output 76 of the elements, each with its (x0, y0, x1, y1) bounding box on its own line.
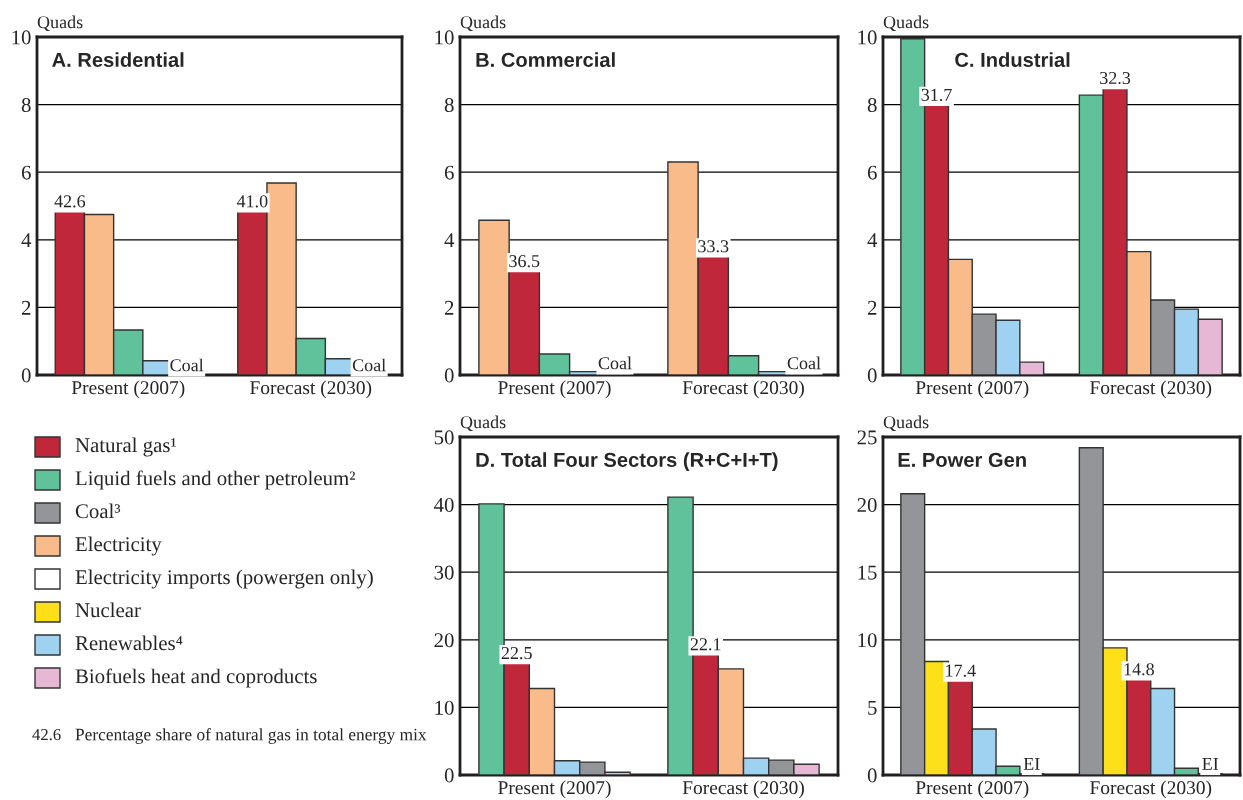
y-tick-label: 6 (867, 165, 877, 180)
y-axis-title: Quads (460, 15, 506, 32)
y-tick-label: 25 (857, 430, 877, 445)
annotation: 31.7 (921, 88, 952, 102)
legend-label: Coal³ (75, 503, 121, 519)
legend-label: Liquid fuels and other petroleum² (75, 470, 355, 490)
annotation: 22.1 (690, 638, 721, 651)
text: Percentage share of natural gas in total energy mix (75, 728, 427, 744)
y-tick-label: 8 (867, 97, 877, 113)
y-tick-label: 0 (444, 768, 454, 783)
y-tick-label: 0 (867, 368, 877, 383)
y-tick-label: 20 (857, 497, 877, 513)
x-tick-label: Present (2007) (71, 380, 185, 399)
annotation: 42.6 (54, 195, 86, 208)
x-tick-label: Forecast (2030) (682, 780, 804, 799)
legend-label: Nuclear (75, 602, 141, 618)
x-tick-label: Forecast (2030) (1090, 380, 1212, 399)
annotation: Coal (352, 358, 386, 372)
annotation: 36.5 (509, 255, 540, 268)
y-tick-label: 50 (434, 430, 454, 445)
annotation: 17.4 (946, 664, 976, 677)
annotation: 32.3 (1100, 71, 1131, 85)
y-axis-title: Quads (460, 415, 506, 432)
annotation: Coal (787, 356, 821, 370)
y-tick-label: 10 (435, 700, 454, 715)
x-tick-label: Present (2007) (915, 780, 1029, 799)
y-tick-label: 40 (434, 497, 454, 513)
text: B. Commercial (476, 52, 615, 67)
y-tick-label: 4 (21, 233, 32, 248)
y-tick-label: 0 (444, 368, 454, 383)
annotation: 22.5 (501, 646, 532, 660)
y-tick-label: 2 (21, 300, 31, 315)
legend-label: Biofuels heat and coproducts (75, 668, 317, 688)
y-tick-label: 8 (21, 97, 31, 113)
y-tick-label: 15 (858, 565, 877, 580)
legend-label: Renewables⁴ (75, 635, 183, 651)
annotation: Coal (170, 358, 204, 372)
y-tick-label: 2 (867, 300, 877, 315)
x-tick-label: Forecast (2030) (250, 380, 372, 399)
y-tick-label: 6 (444, 165, 454, 180)
y-tick-label: 10 (12, 30, 31, 45)
y-tick-label: 2 (444, 300, 454, 315)
y-tick-label: 4 (867, 233, 878, 248)
y-axis-title: Quads (883, 15, 929, 32)
x-tick-label: Forecast (2030) (1090, 780, 1212, 799)
legend-label: Electricity imports (powergen only) (75, 569, 373, 589)
legend-label: Natural gas¹ (75, 437, 176, 457)
x-tick-label: Present (2007) (498, 380, 611, 399)
text: A. Residential (52, 52, 184, 67)
y-tick-label: 0 (21, 368, 31, 383)
y-tick-label: 4 (444, 233, 455, 248)
annotation: EI (1023, 757, 1040, 770)
y-tick-label: 5 (868, 700, 877, 715)
legend-label: Electricity (75, 536, 162, 556)
x-tick-label: Present (2007) (915, 380, 1029, 399)
y-tick-label: 0 (867, 768, 877, 783)
annotation: EI (1202, 757, 1219, 770)
annotation: 14.8 (1124, 663, 1154, 676)
y-tick-label: 20 (434, 633, 454, 648)
y-tick-label: 10 (435, 30, 454, 45)
x-tick-label: Present (2007) (498, 780, 611, 799)
annotation: 33.3 (698, 240, 729, 253)
y-tick-label: 10 (858, 30, 877, 45)
text: 42.6 (32, 728, 61, 741)
y-tick-label: 6 (21, 165, 31, 180)
y-axis-title: Quads (883, 415, 929, 432)
y-tick-label: 30 (434, 565, 454, 580)
x-tick-label: Forecast (2030) (682, 380, 804, 399)
y-axis-title: Quads (37, 15, 83, 32)
y-tick-label: 8 (444, 97, 454, 113)
text: E. Power Gen (898, 452, 1026, 467)
text: C. Industrial (955, 52, 1070, 67)
annotation: Coal (598, 356, 632, 370)
annotation: 41.0 (236, 195, 268, 208)
y-tick-label: 10 (858, 633, 877, 648)
text: D. Total Four Sectors (R+C+I+T) (476, 452, 778, 471)
